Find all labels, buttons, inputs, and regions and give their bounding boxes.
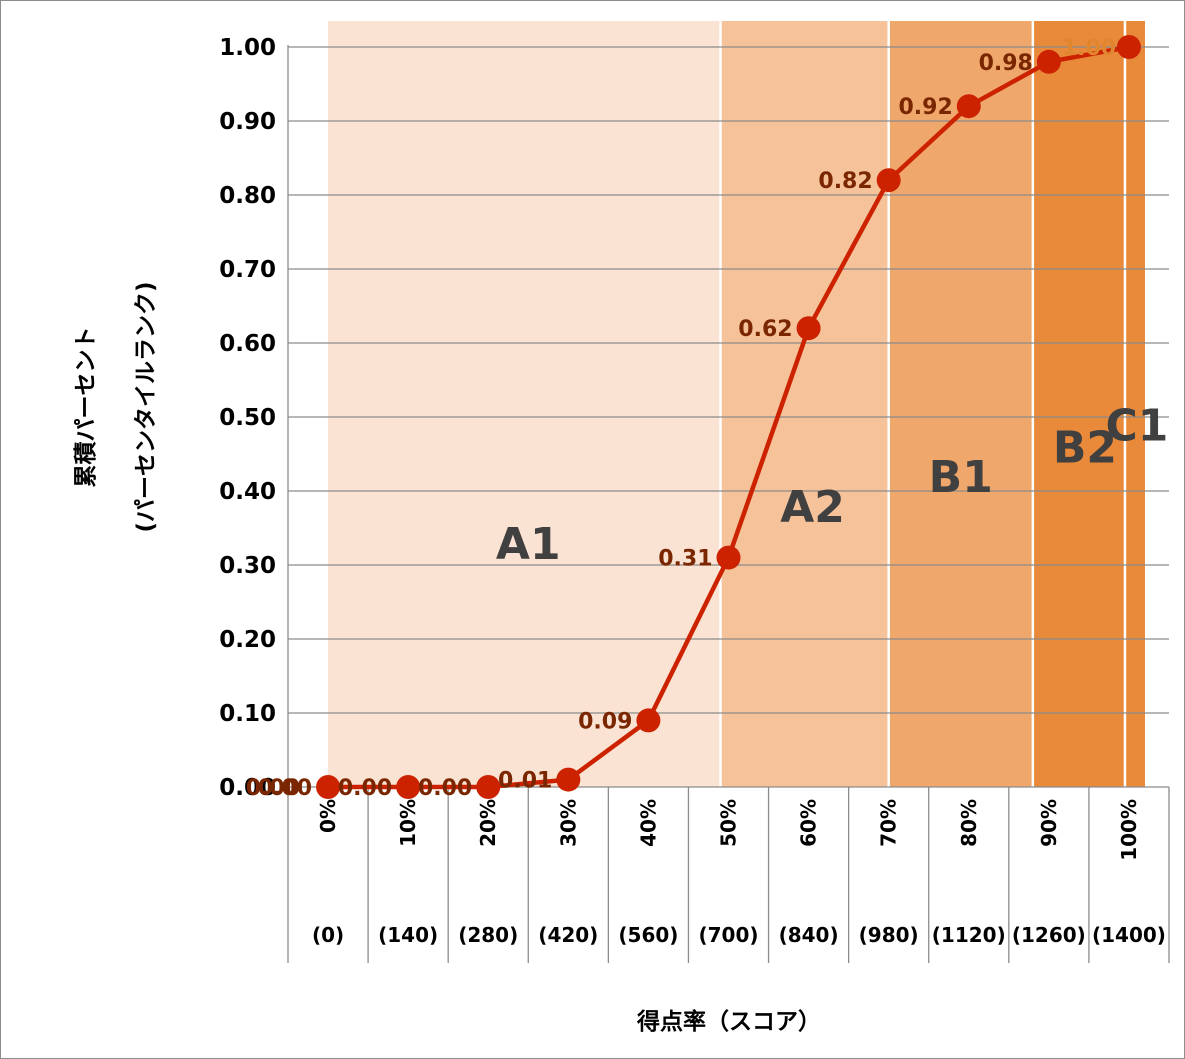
data-label: 0.82	[818, 169, 872, 194]
data-label: 0.00	[418, 776, 472, 801]
data-point	[316, 775, 341, 799]
x-sub-label: (560)	[618, 923, 678, 947]
data-point	[956, 94, 981, 119]
x-sub-label: (980)	[859, 923, 919, 947]
axis-layer: 0.00 0.10 0.20 0.30 0.40 0.50 0.60 0.70 0.80 0.90…	[219, 35, 1170, 963]
data-label: 0.09	[578, 709, 632, 734]
data-point	[636, 708, 661, 733]
x-sub-label: (1120)	[932, 923, 1006, 947]
band-b1	[888, 21, 1033, 787]
band-a1	[328, 21, 721, 787]
x-sub-label: (1260)	[1012, 923, 1086, 947]
data-point	[1116, 35, 1141, 59]
label-layer: 0.00 0.00 0.00 0.010.090.310.620.820.920.98…	[246, 36, 1169, 801]
data-label: 0.98	[979, 51, 1033, 76]
x-sub-label: (700)	[698, 923, 758, 947]
x-tick-label: 80%	[957, 799, 981, 847]
band-label-a2: A2	[780, 482, 845, 533]
y-tick-label: 0.30	[219, 553, 276, 579]
y-tick-label: 0.00	[219, 775, 276, 801]
grid-layer	[288, 46, 1169, 788]
band-label-b1: B1	[929, 452, 993, 503]
y-tick-label: 0.60	[219, 331, 276, 357]
x-tick-label: 60%	[797, 799, 821, 847]
y-tick-label: 0.80	[219, 183, 276, 209]
x-tick-label: 40%	[636, 799, 660, 847]
x-tick-label: 70%	[877, 799, 901, 847]
data-point	[876, 168, 901, 193]
y-tick-label: 0.40	[219, 479, 276, 505]
y-axis-title-line1: 累積パーセント	[73, 327, 99, 488]
data-point	[716, 545, 741, 570]
data-label: 0.62	[738, 317, 792, 342]
series-layer	[316, 35, 1141, 799]
data-label-extra: 0.00	[246, 776, 300, 801]
x-tick-label: 10%	[396, 799, 420, 847]
band-label-b2: B2	[1053, 423, 1117, 474]
x-sub-label: (140)	[378, 923, 438, 947]
x-tick-label: 100%	[1117, 799, 1141, 861]
x-sub-label: (420)	[538, 923, 598, 947]
x-sub-label: (0)	[312, 923, 344, 947]
band-label-c1: C1	[1106, 400, 1169, 451]
band-label-a1: A1	[496, 519, 561, 570]
y-tick-label: 1.00	[219, 35, 276, 61]
data-point	[796, 316, 821, 341]
data-point	[396, 775, 421, 799]
x-sub-label: (840)	[779, 923, 839, 947]
data-point	[1036, 49, 1061, 74]
band-layer	[328, 21, 1145, 787]
x-sub-label: (1400)	[1092, 923, 1166, 947]
band-a2	[720, 21, 889, 787]
data-point	[476, 775, 501, 799]
y-tick-label: 0.90	[219, 109, 276, 135]
data-label: 0.01	[498, 769, 552, 794]
data-label: 0.00	[338, 776, 392, 801]
data-label: 0.31	[658, 547, 712, 572]
x-tick-label: 90%	[1037, 799, 1061, 847]
data-label: 0.00	[258, 776, 312, 801]
x-tick-label: 50%	[717, 799, 741, 847]
band-b2	[1032, 21, 1125, 787]
y-tick-label: 0.20	[219, 627, 276, 653]
data-point	[556, 767, 581, 792]
y-tick-label: 0.70	[219, 257, 276, 283]
x-sub-label: (280)	[458, 923, 518, 947]
data-label: 1.00	[1062, 36, 1116, 61]
y-tick-label: 0.10	[219, 701, 276, 727]
y-axis-title-line2: (パーセンタイルランク)	[133, 281, 159, 532]
x-axis-title: 得点率（スコア）	[636, 1008, 821, 1035]
x-tick-label: 30%	[556, 799, 580, 847]
x-tick-label: 0%	[316, 799, 340, 833]
band-c1	[1124, 21, 1145, 787]
x-tick-label: 20%	[476, 799, 500, 847]
data-label: 0.92	[898, 95, 952, 120]
y-tick-label: 0.50	[219, 405, 276, 431]
